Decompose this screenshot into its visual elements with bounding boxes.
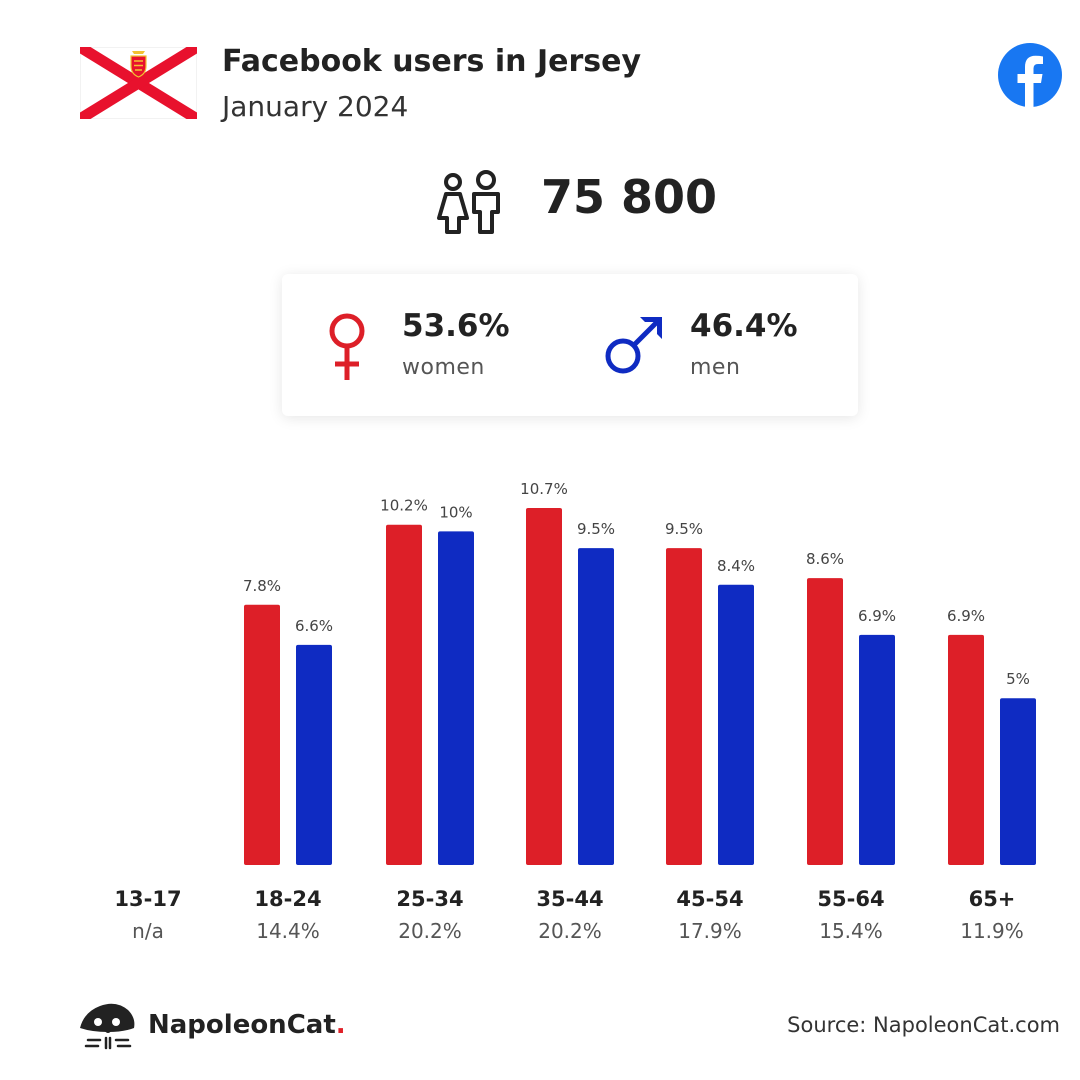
men-label: men: [690, 355, 741, 380]
category-total-18-24: 14.4%: [256, 919, 320, 943]
category-total-13-17: n/a: [132, 919, 164, 943]
brand-dot: .: [335, 1010, 346, 1040]
value-label-women-65+: 6.9%: [947, 607, 985, 625]
category-label-55-64: 55-64: [817, 887, 884, 911]
source-credit: Source: NapoleonCat.com: [787, 1013, 1060, 1037]
bar-men-45-54: [718, 584, 754, 865]
category-total-25-34: 20.2%: [398, 919, 462, 943]
gender-breakdown-card: 53.6% women 46.4% men: [282, 274, 858, 416]
people-icon: [437, 170, 500, 234]
women-percent: 53.6%: [402, 308, 510, 344]
category-label-65+: 65+: [969, 887, 1016, 911]
bar-men-35-44: [578, 548, 614, 865]
value-label-men-65+: 5%: [1006, 670, 1030, 688]
bar-men-55-64: [859, 634, 895, 865]
category-label-35-44: 35-44: [536, 887, 603, 911]
category-label-13-17: 13-17: [114, 887, 181, 911]
value-label-women-55-64: 8.6%: [806, 550, 844, 568]
value-label-women-18-24: 7.8%: [243, 577, 281, 595]
napoleoncat-logo-icon: [80, 1003, 135, 1050]
bar-men-18-24: [296, 644, 332, 865]
category-total-55-64: 15.4%: [819, 919, 883, 943]
coat-of-arms-icon: [130, 51, 147, 78]
value-label-men-45-54: 8.4%: [717, 557, 755, 575]
category-label-45-54: 45-54: [676, 887, 743, 911]
women-label: women: [402, 355, 485, 380]
facebook-icon[interactable]: [997, 42, 1063, 108]
bar-women-25-34: [386, 524, 422, 865]
bar-women-35-44: [526, 508, 562, 865]
men-percent: 46.4%: [690, 308, 798, 344]
bar-women-18-24: [244, 604, 280, 865]
male-icon: [605, 317, 662, 374]
value-label-women-45-54: 9.5%: [665, 520, 703, 538]
page-subtitle: January 2024: [222, 90, 409, 123]
bar-women-45-54: [666, 548, 702, 865]
page-title: Facebook users in Jersey: [222, 44, 642, 79]
value-label-men-18-24: 6.6%: [295, 617, 333, 635]
category-total-35-44: 20.2%: [538, 919, 602, 943]
total-users-count: 75 800: [541, 170, 718, 224]
category-total-65+: 11.9%: [960, 919, 1024, 943]
bar-women-55-64: [807, 578, 843, 865]
age-gender-bar-chart: 13-17 n/a 7.8% 6.6% 18-24 14.4% 10.2% 10% 25-34 2…: [114, 480, 1036, 943]
category-total-45-54: 17.9%: [678, 919, 742, 943]
jersey-flag-icon: [80, 47, 197, 119]
female-icon: [329, 313, 365, 380]
bar-men-25-34: [438, 531, 474, 865]
category-label-25-34: 25-34: [396, 887, 463, 911]
value-label-men-55-64: 6.9%: [858, 607, 896, 625]
value-label-women-25-34: 10.2%: [380, 497, 428, 515]
brand-name[interactable]: NapoleonCat.: [148, 1010, 346, 1040]
bar-women-65+: [948, 634, 984, 865]
category-label-18-24: 18-24: [254, 887, 321, 911]
value-label-women-35-44: 10.7%: [520, 480, 568, 498]
bar-men-65+: [1000, 698, 1036, 865]
value-label-men-25-34: 10%: [439, 503, 472, 521]
value-label-men-35-44: 9.5%: [577, 520, 615, 538]
